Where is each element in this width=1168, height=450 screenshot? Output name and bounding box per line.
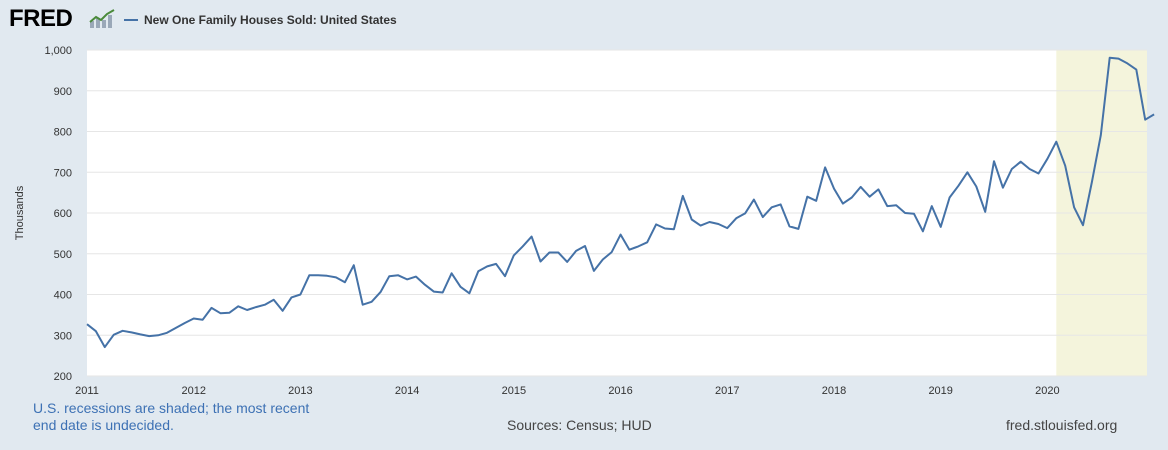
legend-line-swatch [124, 19, 138, 21]
x-axis-ticks: 2011 2012 2013 2014 2015 2016 2017 2018 2019 2020 [75, 385, 1059, 397]
x-tick-label: 2013 [288, 385, 312, 397]
y-tick-label: 200 [54, 371, 72, 383]
y-tick-label: 1,000 [44, 45, 72, 57]
y-tick-label: 400 [54, 290, 72, 302]
y-tick-label: 700 [54, 167, 72, 179]
y-axis-ticks: 200 300 400 500 600 700 800 900 1,000 [44, 45, 72, 383]
gridlines [87, 49, 1147, 377]
x-tick-label: 2014 [395, 385, 419, 397]
fred-logo[interactable]: FRED [9, 5, 73, 32]
chart-legend: New One Family Houses Sold: United State… [124, 12, 397, 28]
y-tick-label: 600 [54, 208, 72, 220]
y-tick-label: 300 [54, 330, 72, 342]
chart-header: FRED New One Family Houses Sold: United … [0, 0, 1168, 40]
site-link[interactable]: fred.stlouisfed.org [1006, 417, 1118, 433]
x-tick-label: 2015 [502, 385, 526, 397]
sources-text: Sources: Census; HUD [507, 417, 652, 433]
recession-note: U.S. recessions are shaded; the most rec… [33, 400, 310, 433]
y-tick-label: 900 [54, 86, 72, 98]
x-tick-label: 2016 [608, 385, 632, 397]
y-axis-label: Thousands [14, 185, 26, 240]
x-tick-label: 2012 [181, 385, 205, 397]
x-tick-label: 2019 [928, 385, 952, 397]
series-line [86, 56, 1155, 349]
x-tick-label: 2017 [715, 385, 739, 397]
x-tick-label: 2018 [822, 385, 846, 397]
x-tick-label: 2011 [75, 385, 99, 397]
legend-series-label: New One Family Houses Sold: United State… [144, 13, 397, 27]
x-tick-label: 2020 [1035, 385, 1059, 397]
y-tick-label: 500 [54, 249, 72, 261]
fred-logo-chart-icon [89, 9, 115, 29]
y-tick-label: 800 [54, 127, 72, 139]
